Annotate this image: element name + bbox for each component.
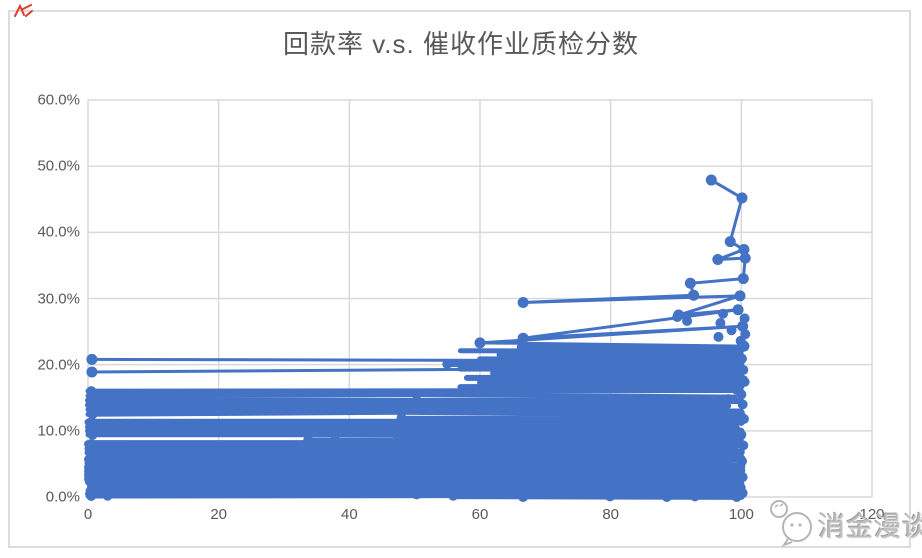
chat-bubble-face-icon: [770, 500, 812, 548]
y-tick-label: 30.0%: [37, 290, 80, 307]
y-tick-label: 40.0%: [37, 223, 80, 241]
y-tick-label: 20.0%: [37, 356, 80, 374]
plot-svg: [84, 99, 873, 502]
watermark-text: 消金漫谈: [818, 511, 922, 542]
y-tick-label: 60.0%: [37, 91, 80, 109]
x-tick-label: 20: [210, 506, 227, 523]
plot-area: [84, 99, 873, 502]
y-tick-label: 10.0%: [37, 422, 80, 440]
watermark: 消金漫谈: [766, 494, 922, 554]
red-scribble-icon: [14, 3, 33, 17]
y-tick-label: 50.0%: [37, 157, 80, 175]
x-tick-label: 100: [728, 506, 754, 523]
x-tick-label: 80: [602, 506, 619, 523]
x-tick-label: 60: [471, 506, 489, 523]
y-tick-label: 0.0%: [45, 488, 80, 506]
x-tick-label: 0: [83, 506, 93, 523]
x-tick-label: 120: [859, 506, 885, 523]
chart-title: 回款率 v.s. 催收作业质检分数: [283, 29, 639, 59]
x-tick-label: 40: [340, 506, 358, 523]
